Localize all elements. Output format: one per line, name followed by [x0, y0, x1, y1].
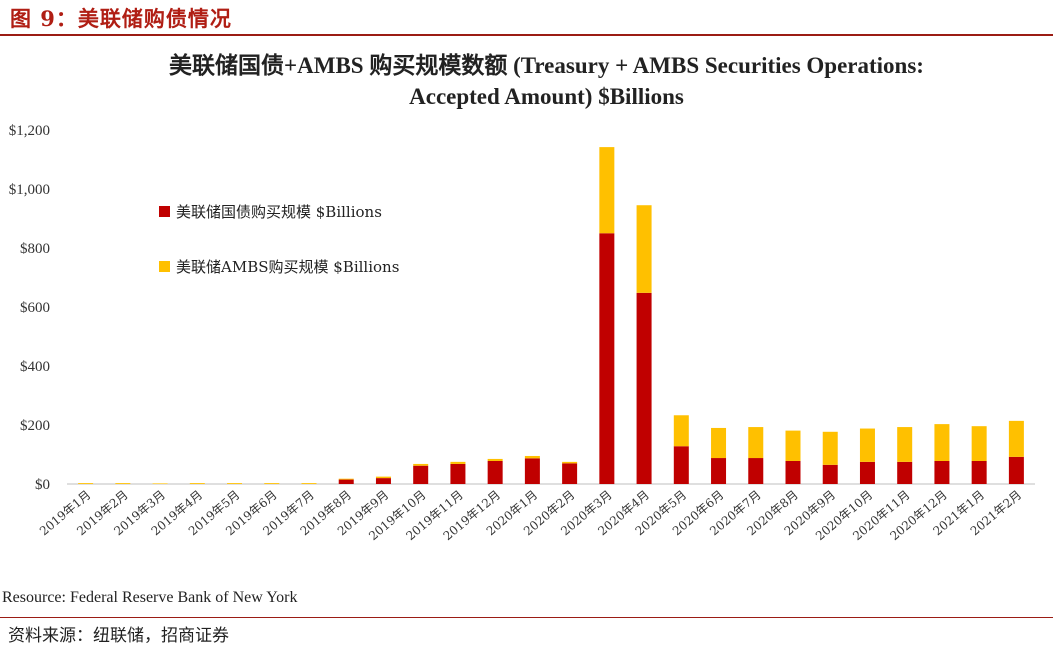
bars-layer	[78, 147, 1024, 484]
bar-treasury	[785, 460, 801, 484]
legend-swatch	[159, 206, 170, 217]
y-tick-label: $800	[20, 241, 50, 257]
bar-ambs	[971, 426, 987, 461]
bar-treasury	[562, 463, 578, 484]
bar-treasury	[1008, 456, 1024, 484]
bar-ambs	[748, 427, 764, 459]
axis-layer: $0 $200 $400 $600 $800 $1,000 $1,200	[9, 123, 1035, 493]
bar-ambs	[636, 205, 652, 293]
y-tick-label: $400	[20, 359, 50, 375]
bar-ambs	[859, 428, 875, 462]
bar-treasury	[450, 463, 466, 484]
source-line: 资料来源：纽联储，招商证券	[8, 626, 229, 646]
bar-treasury	[822, 464, 838, 484]
figure-title: 图 9：美联储购债情况	[10, 6, 232, 31]
legend-swatch	[159, 261, 170, 272]
figure-header: 图 9：美联储购债情况	[0, 0, 1053, 36]
bar-ambs	[897, 427, 913, 462]
bar-treasury	[859, 461, 875, 484]
chart-title-line1: 美联储国债+AMBS 购买规模数额 (Treasury + AMBS Secur…	[169, 53, 924, 78]
legend-label: 美联储国债购买规模 $Billions	[176, 203, 382, 221]
bar-ambs	[524, 455, 540, 459]
chart-title: 美联储国债+AMBS 购买规模数额 (Treasury + AMBS Secur…	[40, 50, 1053, 112]
bar-treasury	[413, 465, 429, 484]
y-tick-label: $600	[20, 300, 50, 316]
bar-treasury	[711, 458, 727, 484]
bar-treasury	[636, 292, 652, 484]
bar-treasury	[599, 233, 615, 484]
bar-ambs	[673, 415, 689, 447]
bar-treasury	[375, 478, 391, 484]
stacked-bar-chart: $0 $200 $400 $600 $800 $1,000 $1,200 2019年1月20…	[9, 123, 1035, 544]
bar-ambs	[78, 483, 94, 484]
bar-ambs	[711, 427, 727, 459]
bar-ambs	[1008, 420, 1024, 457]
header-rule	[0, 34, 1053, 36]
y-tick-label: $1,000	[9, 182, 50, 198]
bar-ambs	[785, 430, 801, 461]
source-rule	[0, 617, 1053, 618]
bar-ambs	[189, 483, 205, 484]
bar-ambs	[115, 483, 131, 484]
bar-ambs	[562, 461, 578, 464]
bar-ambs	[338, 478, 354, 480]
bar-ambs	[152, 483, 168, 484]
bar-treasury	[897, 461, 913, 484]
bar-ambs	[822, 431, 838, 465]
bar-ambs	[450, 461, 466, 464]
bar-treasury	[673, 446, 689, 484]
bar-treasury	[971, 460, 987, 484]
chart-title-line2: Accepted Amount) $Billions	[409, 84, 684, 109]
y-tick-label: $200	[20, 418, 50, 434]
y-tick-label: $0	[35, 477, 50, 493]
bar-ambs	[934, 424, 950, 461]
bar-ambs	[413, 463, 429, 466]
y-tick-label: $1,200	[9, 123, 50, 139]
bar-treasury	[748, 458, 764, 484]
bar-ambs	[301, 483, 317, 484]
bar-ambs	[375, 476, 391, 479]
legend-label: 美联储AMBS购买规模 $Billions	[176, 258, 399, 276]
bar-ambs	[599, 147, 615, 234]
bar-treasury	[934, 460, 950, 484]
bar-treasury	[524, 458, 540, 484]
resource-note: Resource: Federal Reserve Bank of New Yo…	[2, 589, 298, 606]
legend: 美联储国债购买规模 $Billions 美联储AMBS购买规模 $Billions	[159, 203, 399, 276]
bar-ambs	[227, 483, 243, 484]
bar-ambs	[487, 458, 503, 461]
x-tick-labels: 2019年1月2019年2月2019年3月2019年4月2019年5月2019年…	[37, 488, 1024, 544]
bar-treasury	[338, 479, 354, 484]
bar-treasury	[487, 460, 503, 484]
bar-ambs	[264, 483, 280, 484]
